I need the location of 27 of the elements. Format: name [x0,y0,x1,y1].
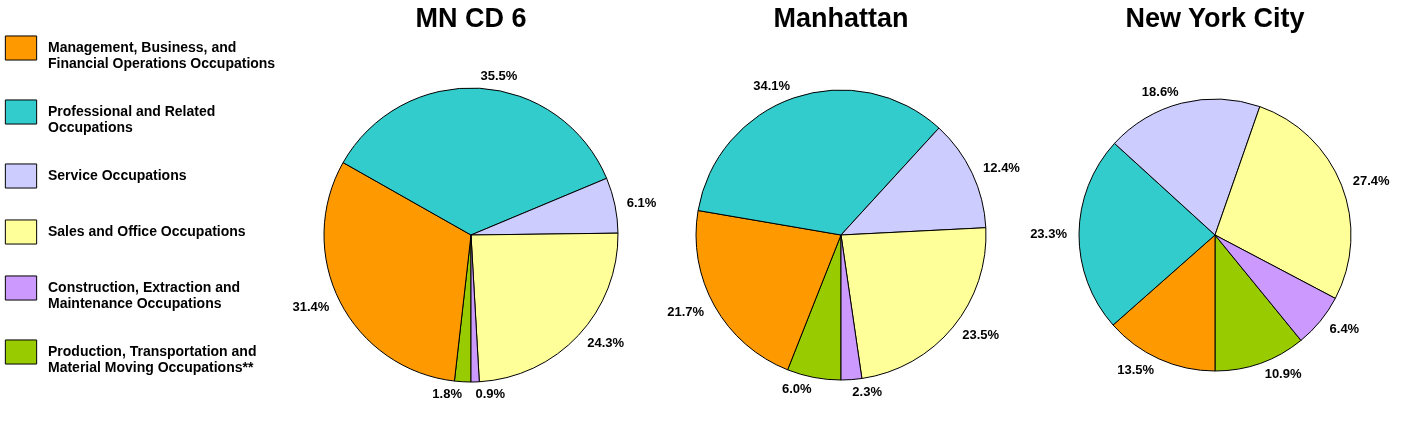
chart-title: MN CD 6 [415,3,527,33]
legend-label: Production, Transportation and Material Moving Occupations** [48,343,257,375]
data-label: 6.4% [1329,320,1360,336]
legend-label: Service Occupations [48,167,187,183]
data-label: 24.3% [587,335,625,351]
data-label: 21.7% [667,303,705,319]
data-label: 13.5% [1117,361,1155,377]
data-label: 23.5% [962,326,1000,342]
data-label: 10.9% [1264,366,1302,382]
chart-title: Manhattan [773,3,909,33]
data-label: 12.4% [983,160,1021,176]
data-label: 34.1% [753,78,791,94]
data-label: 6.0% [781,381,813,397]
legend-label: Construction, Extraction and Maintenance Occupations [48,279,241,311]
data-label: 18.6% [1141,83,1180,99]
data-label: 1.8% [432,385,463,401]
legend-label: Sales and Office Occupations [48,223,246,239]
data-label: 6.1% [626,194,657,210]
chart-title: New York City [1125,3,1305,33]
legend-label: Professional and Related Occupations [48,103,216,135]
data-label: 27.4% [1352,172,1391,188]
data-label: 2.3% [852,383,883,399]
data-label: 23.3% [1030,225,1068,241]
data-label: 35.5% [480,68,518,84]
data-label: 31.4% [292,299,330,315]
data-label: 0.9% [475,385,506,401]
legend-label: Management, Business, and Financial Operations Occupations [48,39,276,71]
